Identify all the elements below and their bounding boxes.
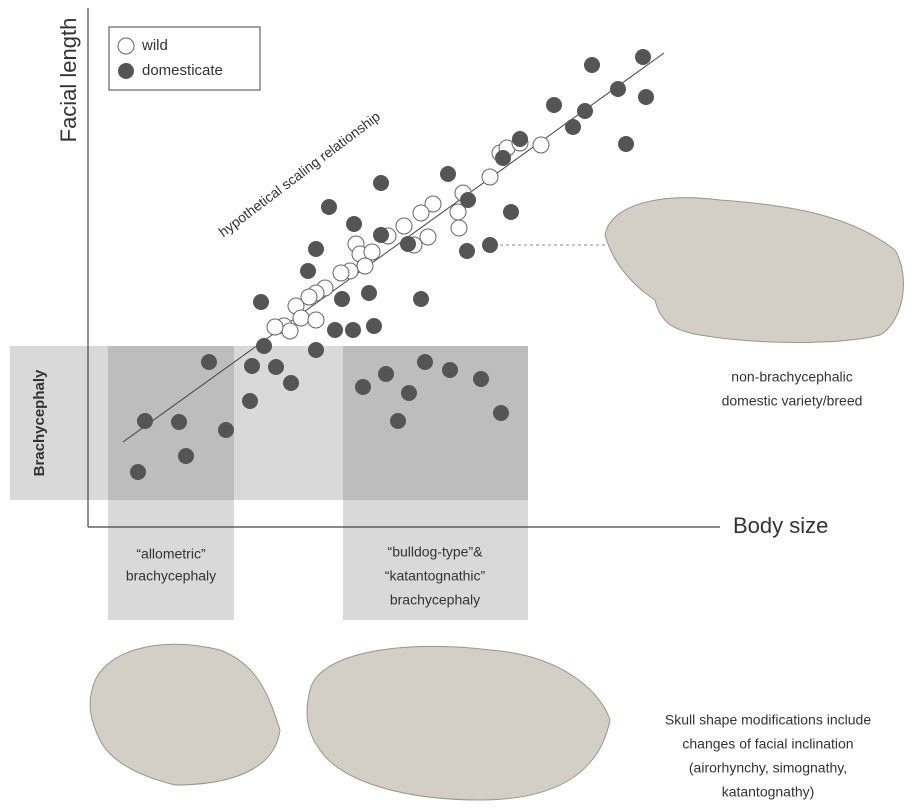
band-overlap: [108, 346, 234, 500]
group-label: brachycephaly: [126, 568, 216, 584]
domesticate-dot: [565, 119, 581, 135]
domesticate-dot: [361, 285, 377, 301]
domesticate-dot: [256, 338, 272, 354]
domesticate-dot: [378, 366, 394, 382]
band-label: Brachycephaly: [31, 369, 48, 476]
wild-dot: [307, 311, 325, 329]
legend-label: domesticate: [142, 62, 223, 79]
wild-dot: [395, 217, 413, 235]
domesticate-dot: [130, 464, 146, 480]
wild-dot: [356, 257, 374, 275]
domesticate-dot: [442, 362, 458, 378]
skull-image: [604, 197, 904, 343]
domesticate-dot: [345, 322, 361, 338]
domesticate-dot: [268, 359, 284, 375]
domesticate-dot: [546, 97, 562, 113]
domesticate-dot: [334, 291, 350, 307]
domesticate-dot: [321, 199, 337, 215]
domesticate-dot: [495, 150, 511, 166]
legend-wild-marker: [117, 37, 135, 55]
skull-image: [306, 645, 611, 801]
note: (airorhynchy, simognathy,: [689, 760, 847, 776]
group-label: “allometric”: [136, 546, 206, 562]
domesticate-dot: [635, 49, 651, 65]
domesticate-dot: [618, 136, 634, 152]
x-label: Body size: [733, 513, 828, 538]
wild-dot: [332, 264, 350, 282]
legend-label: wild: [141, 37, 168, 54]
domesticate-dot: [171, 414, 187, 430]
domesticate-dot: [503, 204, 519, 220]
domesticate-dot: [137, 413, 153, 429]
domesticate-dot: [400, 236, 416, 252]
wild-dot: [266, 318, 284, 336]
domesticate-dot: [473, 371, 489, 387]
wild-dot: [281, 322, 299, 340]
skull-caption: non-brachycephalic: [731, 369, 852, 385]
note: katantognathy): [722, 784, 815, 800]
domesticate-dot: [440, 166, 456, 182]
y-label: Facial length: [56, 18, 81, 143]
domesticate-dot: [346, 216, 362, 232]
domesticate-dot: [373, 227, 389, 243]
wild-dot: [532, 136, 550, 154]
domesticate-dot: [577, 103, 593, 119]
domesticate-dot: [218, 422, 234, 438]
band-overlap: [343, 346, 528, 500]
wild-dot: [300, 288, 318, 306]
skull-image: [89, 643, 281, 786]
domesticate-dot: [413, 291, 429, 307]
domesticate-dot: [308, 342, 324, 358]
legend-domesticate-marker: [118, 63, 134, 79]
domesticate-dot: [584, 57, 600, 73]
dots: [130, 49, 654, 480]
domesticate-dot: [373, 175, 389, 191]
domesticate-dot: [417, 354, 433, 370]
domesticate-dot: [308, 241, 324, 257]
domesticate-dot: [283, 375, 299, 391]
domesticate-dot: [460, 192, 476, 208]
wild-dot: [363, 243, 381, 261]
group-label: brachycephaly: [390, 592, 480, 608]
domesticate-dot: [512, 131, 528, 147]
domesticate-dot: [178, 448, 194, 464]
note: Skull shape modifications include: [665, 712, 871, 728]
domesticate-dot: [638, 89, 654, 105]
domesticate-dot: [244, 358, 260, 374]
group-label: “katantognathic”: [385, 568, 486, 584]
group-label: “bulldog-type”&: [388, 544, 484, 560]
domesticate-dot: [459, 243, 475, 259]
wild-dot: [412, 204, 430, 222]
wild-dot: [450, 219, 468, 237]
domesticate-dot: [242, 393, 258, 409]
domesticate-dot: [366, 318, 382, 334]
domesticate-dot: [355, 379, 371, 395]
wild-dot: [292, 309, 310, 327]
domesticate-dot: [253, 294, 269, 310]
domesticate-dot: [493, 405, 509, 421]
wild-dot: [424, 195, 442, 213]
wild-dot: [419, 228, 437, 246]
wild-dot: [481, 168, 499, 186]
domesticate-dot: [390, 413, 406, 429]
domesticate-dot: [300, 263, 316, 279]
domesticate-dot: [201, 354, 217, 370]
domesticate-dot: [482, 237, 498, 253]
domesticate-dot: [401, 385, 417, 401]
domesticate-dot: [327, 322, 343, 338]
skull-caption: domestic variety/breed: [722, 393, 863, 409]
legend-box: [108, 26, 261, 91]
note: changes of facial inclination: [682, 736, 853, 752]
scaling-line: [122, 52, 665, 443]
domesticate-dot: [610, 81, 626, 97]
